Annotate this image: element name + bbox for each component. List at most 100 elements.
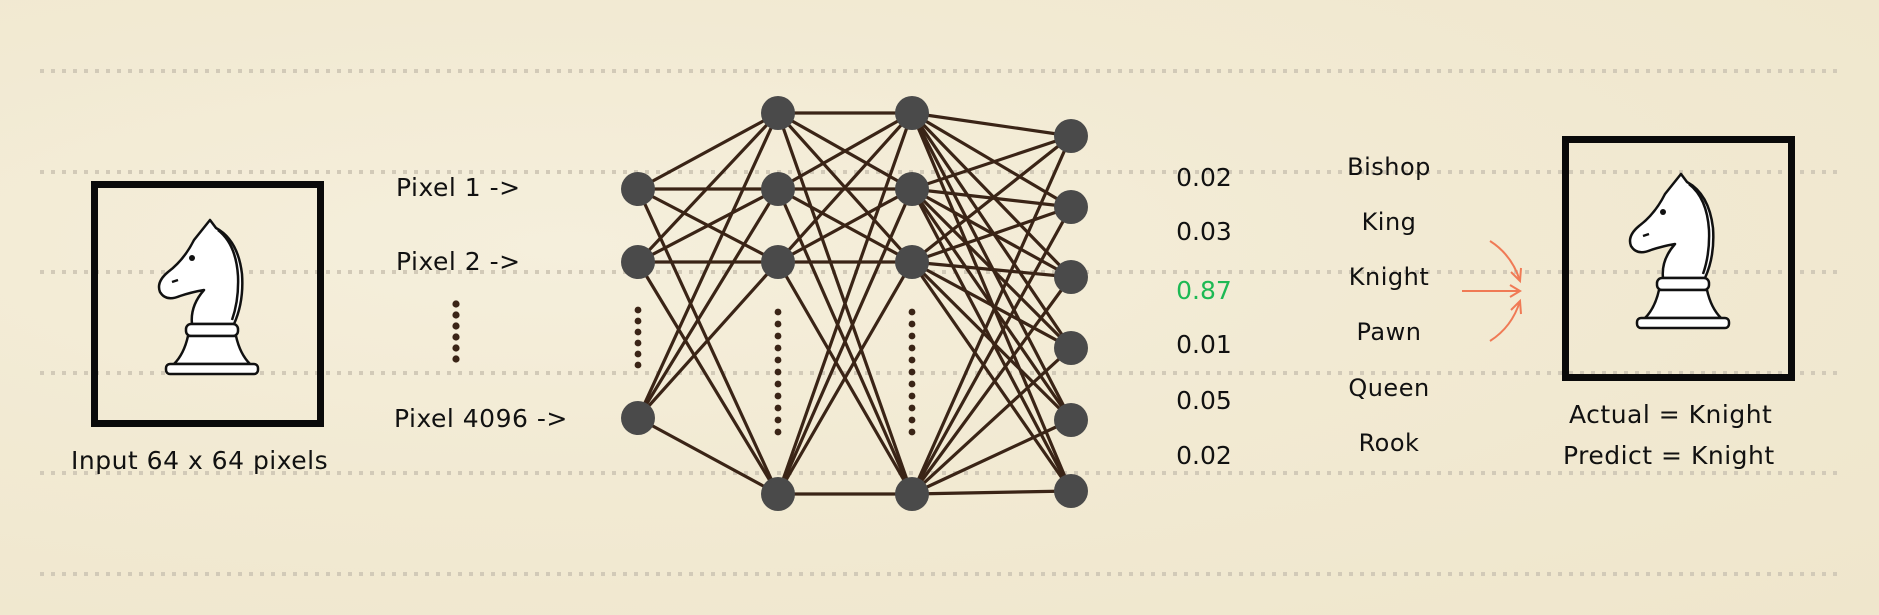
node-layer1-3 (621, 401, 655, 435)
connection-l1-l2-1-1 (637, 187, 779, 264)
output-image-frame (1562, 136, 1795, 381)
connection-l1-l2-1-0 (636, 111, 780, 264)
actual-label: Actual = Knight (1569, 400, 1773, 429)
node-layer3-3 (895, 245, 929, 279)
ellipsis-dot-layer1-3 (634, 339, 642, 347)
ellipsis-dot-layer2-7 (774, 392, 782, 400)
ellipsis-dot-layer1-1 (634, 317, 642, 325)
node-layer4-4 (1054, 331, 1088, 365)
connection-l2-l3-3-2 (776, 261, 914, 495)
ellipsis-dot-layer2-2 (774, 332, 782, 340)
arrow-lower (1489, 300, 1521, 342)
connection-l2-l3-2-0 (776, 111, 914, 264)
ellipsis-dot-layer2-8 (774, 404, 782, 412)
node-layer4-1 (1054, 119, 1088, 153)
connection-l1-l2-2-0 (636, 112, 780, 419)
node-layer2-4 (761, 477, 795, 511)
ellipsis-dot-pixels-2 (452, 322, 460, 330)
probability-king: 0.03 (1176, 217, 1232, 246)
class-label-king: King (1361, 208, 1417, 236)
dotted-guide-lines (40, 69, 1840, 576)
node-layer1-2 (621, 245, 655, 279)
connection-l3-l4-0-2 (910, 111, 1073, 279)
node-layer4-5 (1054, 403, 1088, 437)
ellipsis-dot-layer3-9 (908, 416, 916, 424)
ellipsis-dot-layer2-5 (774, 368, 782, 376)
ellipsis-dot-pixels-3 (452, 333, 460, 341)
pointer-arrows (1462, 240, 1522, 342)
ellipsis-dot-pixels-0 (452, 300, 460, 308)
connection-l3-l4-2-0 (911, 134, 1072, 264)
ellipsis-dot-layer3-2 (908, 332, 916, 340)
ellipsis-dot-pixels-5 (452, 355, 460, 363)
ellipsis-dot-layer3-4 (908, 356, 916, 364)
ellipsis-dot-layer3-5 (908, 368, 916, 376)
node-layer2-2 (761, 172, 795, 206)
connection-l3-l4-2-3 (911, 260, 1072, 350)
connection-l3-l4-0-0 (911, 111, 1072, 138)
probability-rook: 0.02 (1176, 441, 1232, 470)
ellipsis-dot-layer3-0 (908, 308, 916, 316)
ellipsis-dot-layer3-10 (908, 428, 916, 436)
connection-l3-l4-3-0 (910, 135, 1073, 495)
node-layer4-6 (1054, 474, 1088, 508)
ellipsis-dot-pixels-1 (452, 311, 460, 319)
node-layer4-2 (1054, 190, 1088, 224)
ellipsis-dot-layer2-1 (774, 320, 782, 328)
connection-l1-l2-1-3 (636, 261, 780, 495)
probability-queen: 0.05 (1176, 386, 1232, 415)
connection-l1-l2-2-2 (636, 260, 780, 420)
network-connections (636, 111, 1073, 496)
arrow-upper (1489, 240, 1521, 282)
node-layer3-4 (895, 477, 929, 511)
ellipsis-dot-layer1-2 (634, 328, 642, 336)
connection-l3-l4-1-0 (911, 134, 1072, 191)
chess-knight-icon (157, 218, 260, 376)
node-layer2-3 (761, 245, 795, 279)
connection-l3-l4-2-4 (910, 260, 1073, 422)
connection-l2-l3-3-0 (776, 112, 914, 495)
connection-l1-l2-0-0 (637, 111, 779, 191)
connection-l1-l2-2-1 (636, 188, 780, 419)
ellipsis-dot-layer2-10 (774, 428, 782, 436)
connection-l3-l4-0-3 (910, 112, 1073, 349)
ellipsis-dot-layer3-3 (908, 344, 916, 352)
probability-bishop: 0.02 (1176, 163, 1232, 192)
network-nodes (621, 96, 1088, 511)
pixel-label-1: Pixel 1 -> (396, 173, 521, 202)
node-layer1-1 (621, 172, 655, 206)
ellipsis-dot-layer3-8 (908, 404, 916, 412)
node-layer3-1 (895, 96, 929, 130)
ellipsis-dot-pixels-4 (452, 344, 460, 352)
connection-l2-l3-1-0 (777, 111, 913, 191)
connection-l3-l4-3-2 (910, 276, 1073, 495)
connection-l3-l4-3-3 (910, 346, 1073, 496)
pixel-label-4096: Pixel 4096 -> (394, 404, 568, 433)
connection-l3-l4-2-2 (911, 260, 1072, 279)
node-layer2-1 (761, 96, 795, 130)
ellipsis-dot-layer3-7 (908, 392, 916, 400)
connection-l3-l4-3-1 (910, 206, 1073, 495)
probability-knight: 0.87 (1176, 276, 1232, 305)
connection-l1-l2-2-3 (637, 416, 779, 496)
input-caption: Input 64 x 64 pixels (71, 446, 329, 475)
ellipsis-dot-layer2-9 (774, 416, 782, 424)
connection-l3-l4-0-1 (911, 111, 1072, 209)
node-layer4-3 (1054, 260, 1088, 294)
ellipsis-dot-layer2-4 (774, 356, 782, 364)
connection-l3-l4-2-5 (910, 261, 1073, 492)
ellipsis-dot-layer3-1 (908, 320, 916, 328)
probability-pawn: 0.01 (1176, 330, 1232, 359)
ellipsis-dot-layer1-4 (634, 350, 642, 358)
ellipsis-dot-layer2-0 (774, 308, 782, 316)
arrow-upper-head (1510, 267, 1522, 284)
class-label-bishop: Bishop (1347, 153, 1431, 181)
connection-l2-l3-3-1 (776, 188, 914, 495)
pixel-label-2: Pixel 2 -> (396, 247, 521, 276)
chess-knight-icon (1628, 172, 1731, 330)
node-layer3-2 (895, 172, 929, 206)
ellipsis-dot-layer1-5 (634, 361, 642, 369)
class-label-queen: Queen (1348, 374, 1430, 402)
